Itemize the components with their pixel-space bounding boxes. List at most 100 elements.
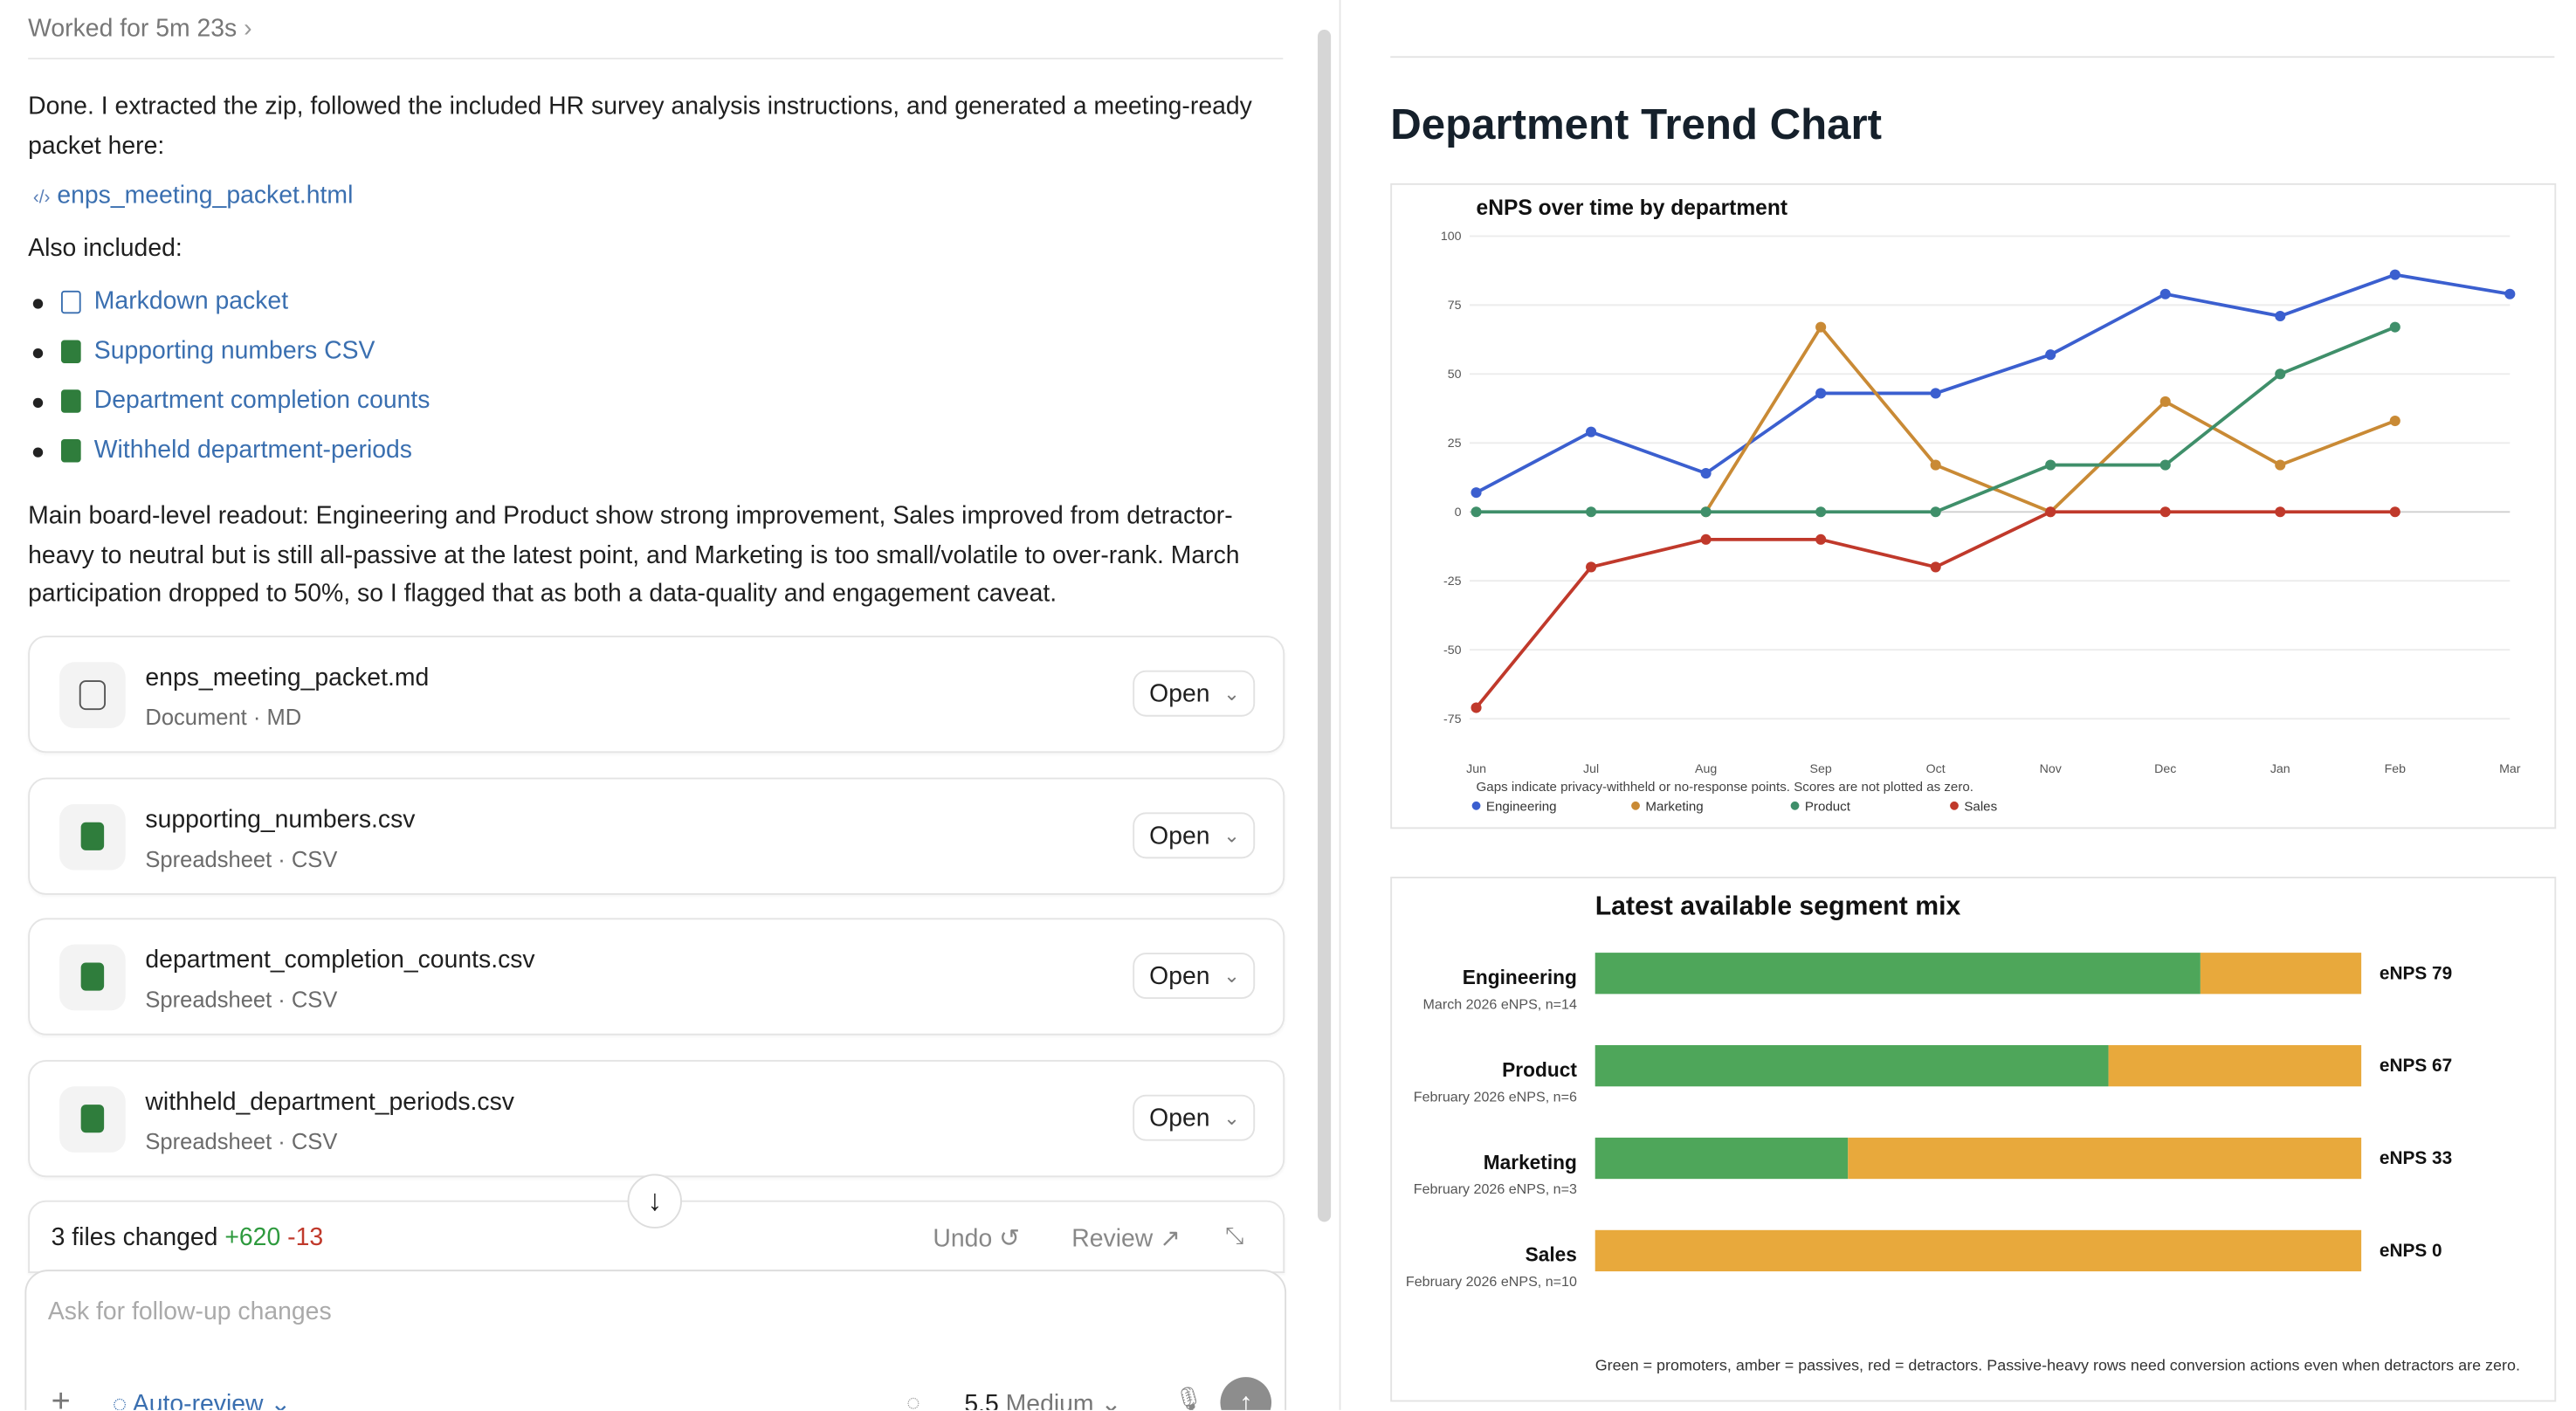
file-card[interactable]: enps_meeting_packet.md Document · MD Open ⌄ [28, 636, 1285, 754]
y-tick-label: -50 [1443, 644, 1462, 657]
x-tick-label: Aug [1695, 762, 1717, 776]
pane-divider [1339, 0, 1341, 1410]
link[interactable]: Markdown packet [93, 287, 289, 316]
report-title: Department Trend Chart [1390, 99, 1883, 149]
mic-button[interactable]: 🎙 [1174, 1385, 1204, 1410]
point [1930, 561, 1941, 573]
model: 5.5 [964, 1390, 999, 1410]
icon-glyph [80, 1105, 105, 1133]
row-note: February 2026 eNPS, n=3 [1414, 1181, 1577, 1197]
y-tick-label: 50 [1448, 368, 1462, 382]
file-kind: Spreadsheet · CSV [145, 988, 338, 1013]
point [2159, 459, 2171, 471]
legend-label: Product [1805, 799, 1851, 814]
row-note: February 2026 eNPS, n=6 [1414, 1089, 1577, 1105]
open-button[interactable]: Open ⌄ [1133, 953, 1256, 1000]
added: +620 [224, 1223, 281, 1252]
composer-input[interactable]: Ask for follow-up changes [47, 1297, 332, 1326]
point [1815, 506, 1827, 518]
end-label: eNPS 79 [2380, 963, 2452, 983]
file-icon [59, 1086, 126, 1153]
point [2389, 321, 2400, 333]
point [1586, 426, 1597, 437]
link[interactable]: Supporting numbers CSV [93, 336, 375, 365]
model-select[interactable]: 5.5 Medium ⌄ [964, 1388, 1121, 1410]
point [2389, 415, 2400, 427]
review-button[interactable]: Review ↗ [1071, 1225, 1181, 1254]
legend-label: Marketing [1645, 799, 1703, 814]
point [2159, 506, 2171, 518]
point [1930, 459, 1941, 471]
file-kind: Spreadsheet · CSV [145, 846, 338, 871]
undo-label: Undo [933, 1225, 993, 1254]
open-button[interactable]: Open ⌄ [1133, 670, 1256, 717]
removed: -13 [287, 1223, 324, 1252]
link[interactable]: Withheld department-periods [93, 436, 413, 465]
row-note: February 2026 eNPS, n=10 [1406, 1274, 1577, 1290]
open-label: Open [1149, 822, 1210, 850]
y-tick-label: 0 [1455, 506, 1462, 520]
end-label: eNPS 67 [2380, 1056, 2452, 1076]
bar-segment [1595, 1137, 1849, 1180]
x-tick-label: Sep [1810, 762, 1832, 776]
changes-summary: 3 files changed +620 -13 [52, 1223, 324, 1251]
bar-segment [1848, 1137, 2362, 1180]
divider [1390, 56, 2555, 59]
scroll-down-button[interactable]: ↓ [627, 1174, 682, 1229]
point [2389, 269, 2400, 280]
icon-glyph [79, 680, 107, 711]
open-label: Open [1149, 1105, 1210, 1133]
file-card[interactable]: withheld_department_periods.csv Spreadshe… [28, 1060, 1285, 1178]
file-name: department_completion_counts.csv [145, 946, 535, 975]
file-icon [59, 945, 126, 1012]
readout: Main board-level readout: Engineering an… [28, 501, 1240, 608]
point [2275, 310, 2286, 322]
file-icon [60, 340, 81, 364]
x-tick-label: Feb [2385, 762, 2407, 776]
chart-title: Latest available segment mix [1595, 892, 1961, 921]
category-label: Product [1502, 1058, 1577, 1081]
point [2159, 396, 2171, 407]
mode-label: Auto-review [132, 1390, 264, 1410]
status[interactable]: Worked for 5m 23s › [28, 15, 252, 44]
divider [28, 58, 1284, 60]
category-label: Marketing [1484, 1151, 1577, 1174]
bar-segment [1595, 1045, 2109, 1087]
chevron: ⌄ [1223, 1106, 1241, 1130]
icon-glyph [80, 822, 105, 850]
point [1586, 561, 1597, 573]
open-button[interactable]: Open ⌄ [1133, 811, 1256, 858]
file-icon [60, 389, 81, 413]
legend-label: Sales [1964, 799, 1997, 814]
open-label: Open [1149, 680, 1210, 709]
chart-panel [1390, 182, 2557, 829]
file-name: supporting_numbers.csv [145, 805, 416, 834]
undo-button[interactable]: Undo ↺ [933, 1225, 1020, 1254]
row-note: March 2026 eNPS, n=14 [1423, 996, 1577, 1012]
file-name: enps_meeting_packet.md [145, 664, 430, 692]
link[interactable]: Department completion counts [93, 386, 430, 415]
x-tick-label: Mar [2499, 762, 2521, 776]
collapse-button[interactable]: ⤡ [1225, 1222, 1244, 1249]
open-button[interactable]: Open ⌄ [1133, 1094, 1256, 1141]
open-label: Open [1149, 963, 1210, 992]
y-tick-label: -75 [1443, 712, 1462, 726]
x-tick-label: Nov [2040, 762, 2063, 776]
file-card[interactable]: department_completion_counts.csv Spreadsh… [28, 919, 1285, 1036]
y-tick-label: -25 [1443, 575, 1462, 588]
y-tick-label: 100 [1441, 230, 1462, 244]
chevron: ⌄ [1223, 823, 1241, 847]
main-link[interactable]: ‹/› enps_meeting_packet.html [32, 182, 354, 210]
also-label: Also included: [28, 234, 183, 263]
file-kind: Spreadsheet · CSV [145, 1129, 338, 1154]
add-button[interactable]: + [51, 1383, 71, 1410]
point [2275, 459, 2286, 471]
file-icon [60, 290, 81, 314]
mode-select[interactable]: ◌ Auto-review ⌄ [113, 1388, 292, 1410]
file-card[interactable]: supporting_numbers.csv Spreadsheet · CSV O… [28, 777, 1285, 895]
intro: Done. I extracted the zip, followed the … [28, 92, 1252, 161]
point [1700, 533, 1712, 545]
point [2045, 506, 2056, 518]
